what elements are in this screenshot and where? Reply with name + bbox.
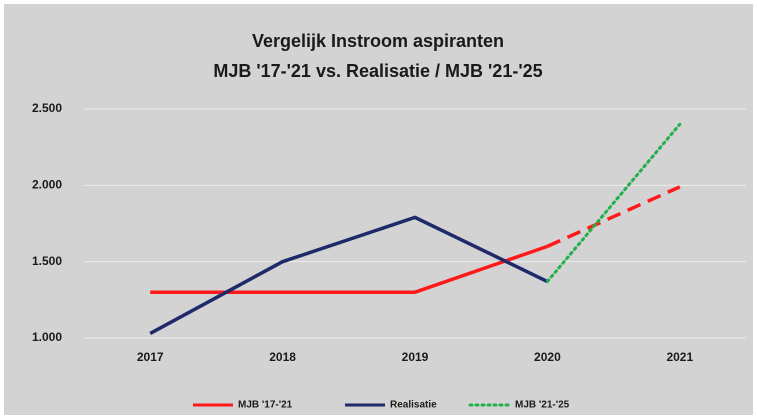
x-tick-label: 2018: [269, 350, 296, 364]
x-tick-label: 2020: [534, 350, 561, 364]
x-tick-label: 2021: [666, 350, 693, 364]
line-series: [150, 244, 548, 294]
y-tick-label: 2.000: [32, 178, 62, 192]
line-series: [545, 122, 682, 284]
legend-label: Realisatie: [390, 400, 437, 411]
line-series: [546, 185, 681, 248]
y-tick-label: 1.500: [32, 254, 62, 268]
y-tick-label: 2.500: [32, 101, 62, 115]
x-tick-label: 2019: [402, 350, 429, 364]
legend-label: MJB '17-'21: [238, 400, 293, 411]
line-series: [149, 215, 549, 335]
chart-subtitle: MJB '17-'21 vs. Realisatie / MJB '21-'25: [213, 61, 542, 81]
y-tick-label: 1.000: [32, 330, 62, 344]
x-tick-label: 2017: [137, 350, 164, 364]
legend-label: MJB '21-'25: [515, 400, 570, 411]
chart-title: Vergelijk Instroom aspiranten: [252, 31, 504, 51]
